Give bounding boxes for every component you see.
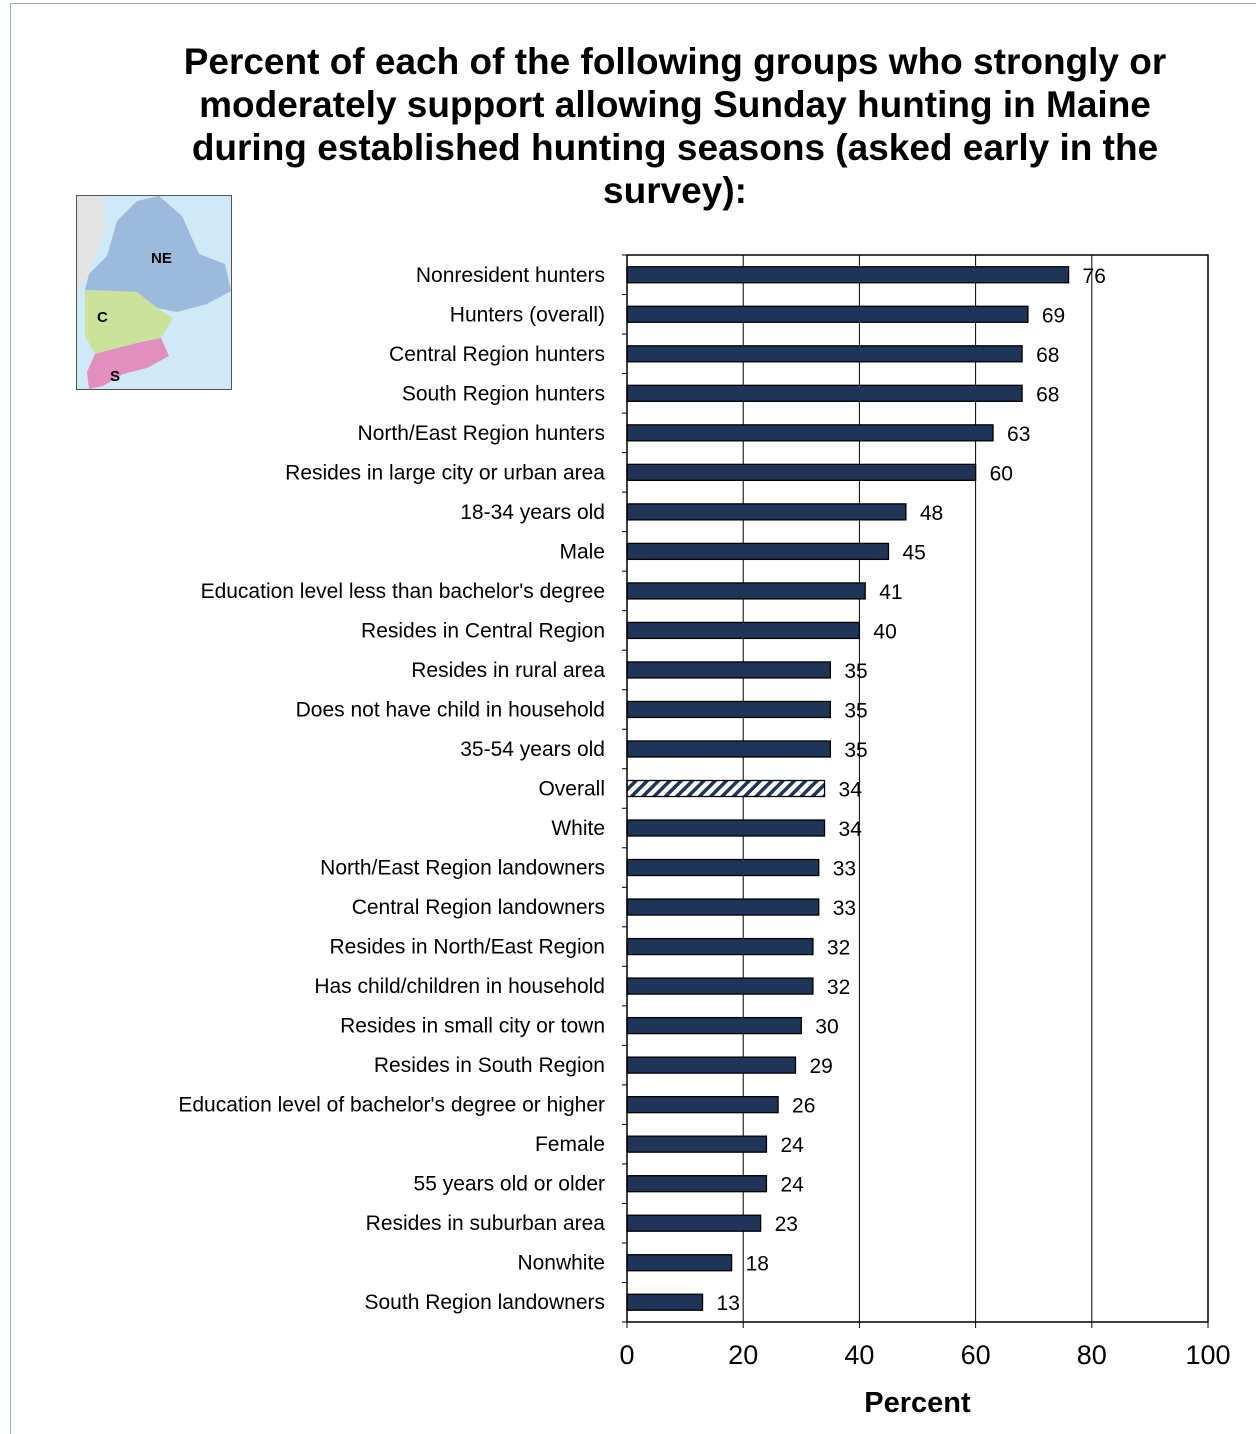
- category-label: Education level of bachelor's degree or …: [178, 1094, 605, 1117]
- category-label: North/East Region landowners: [320, 857, 605, 880]
- category-label: South Region landowners: [365, 1291, 606, 1314]
- x-tick-label: 80: [1077, 1340, 1107, 1370]
- data-label: 34: [839, 779, 863, 802]
- x-axis-title: Percent: [864, 1387, 971, 1419]
- category-label: 18-34 years old: [460, 501, 605, 524]
- chart-frame: [10, 3, 1256, 1434]
- bar: [626, 661, 832, 679]
- category-label: Nonresident hunters: [416, 264, 605, 287]
- x-tick-label: 40: [844, 1340, 874, 1370]
- data-label: 24: [780, 1134, 804, 1157]
- category-label: Male: [559, 540, 605, 563]
- category-label: Resides in North/East Region: [330, 936, 605, 959]
- category-label: Resides in rural area: [411, 659, 605, 682]
- bar: [626, 1214, 762, 1232]
- data-label: 24: [780, 1174, 804, 1197]
- category-label: Hunters (overall): [450, 303, 605, 326]
- data-label: 32: [827, 976, 850, 999]
- x-tick-label: 0: [619, 1340, 634, 1370]
- category-label: Resides in large city or urban area: [285, 461, 605, 484]
- category-label: Has child/children in household: [314, 975, 605, 998]
- bar: [626, 582, 866, 600]
- data-label: 41: [879, 581, 902, 604]
- bar: [626, 305, 1029, 323]
- bar: [626, 977, 814, 995]
- data-label: 40: [873, 620, 896, 643]
- data-label: 35: [844, 699, 867, 722]
- maine-region-map: NE C S: [76, 195, 232, 390]
- bar: [626, 424, 994, 442]
- category-label: Resides in South Region: [374, 1054, 605, 1077]
- data-label: 60: [990, 462, 1013, 485]
- category-label: Resides in small city or town: [340, 1015, 605, 1038]
- bar: [626, 700, 832, 719]
- category-label: 35-54 years old: [460, 738, 605, 761]
- map-label-ne: NE: [151, 250, 172, 267]
- bar-overall: [626, 779, 826, 798]
- map-label-c: C: [97, 309, 108, 326]
- bar: [626, 1254, 733, 1272]
- category-label: 55 years old or older: [414, 1173, 605, 1196]
- data-label: 35: [844, 739, 867, 762]
- category-label: North/East Region hunters: [358, 422, 605, 445]
- category-label: Does not have child in household: [296, 698, 605, 721]
- bar: [626, 621, 861, 640]
- data-label: 30: [815, 1016, 838, 1039]
- data-label: 69: [1042, 304, 1065, 327]
- map-label-s: S: [110, 368, 120, 385]
- data-label: 26: [792, 1095, 815, 1118]
- data-label: 13: [717, 1292, 740, 1315]
- bar: [626, 345, 1023, 363]
- category-label: South Region hunters: [402, 382, 605, 405]
- category-label: Education level less than bachelor's deg…: [201, 580, 605, 603]
- bar: [626, 463, 977, 482]
- data-label: 63: [1007, 423, 1030, 446]
- bar: [626, 740, 832, 758]
- bar: [626, 266, 1070, 284]
- category-label: Resides in suburban area: [366, 1212, 606, 1235]
- data-label: 76: [1083, 265, 1106, 288]
- bar: [626, 937, 814, 956]
- data-label: 48: [920, 502, 943, 525]
- bar: [626, 1056, 797, 1074]
- data-label: 23: [775, 1213, 798, 1236]
- bar: [626, 1135, 768, 1153]
- bar: [626, 384, 1023, 402]
- data-label: 29: [809, 1055, 832, 1078]
- category-label: Central Region hunters: [389, 343, 605, 366]
- bar: [626, 858, 820, 877]
- data-label: 68: [1036, 383, 1059, 406]
- plot-border: [626, 254, 1209, 1323]
- bar: [626, 1175, 768, 1193]
- data-label: 33: [833, 858, 856, 881]
- data-label: 18: [746, 1253, 769, 1276]
- data-label: 33: [833, 897, 856, 920]
- data-label: 45: [902, 541, 925, 564]
- x-tick-label: 100: [1185, 1340, 1230, 1370]
- bar: [626, 1016, 802, 1035]
- category-label: Central Region landowners: [352, 896, 605, 919]
- data-label: 32: [827, 937, 850, 960]
- category-label: Female: [535, 1133, 605, 1156]
- bar: [626, 1095, 779, 1114]
- x-tick-label: 60: [961, 1340, 991, 1370]
- chart-title: Percent of each of the following groups …: [183, 41, 1167, 211]
- category-label: Resides in Central Region: [361, 619, 605, 642]
- bar: [626, 542, 890, 561]
- data-label: 35: [844, 660, 867, 683]
- bar: [626, 503, 907, 521]
- x-tick-label: 20: [728, 1340, 758, 1370]
- data-label: 34: [839, 818, 863, 841]
- bar: [626, 1293, 704, 1311]
- category-label: White: [551, 817, 605, 840]
- bar: [626, 819, 826, 837]
- data-label: 68: [1036, 344, 1059, 367]
- category-label: Nonwhite: [517, 1252, 605, 1275]
- bar: [626, 898, 820, 916]
- category-label: Overall: [538, 778, 605, 801]
